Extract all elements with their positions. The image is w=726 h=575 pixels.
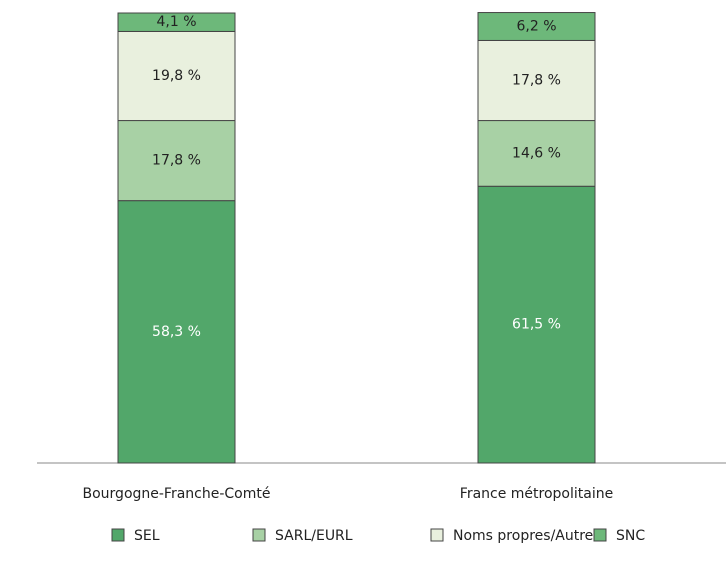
x-tick-label: France métropolitaine — [460, 486, 613, 502]
legend-swatch — [593, 528, 607, 542]
data-label: 6,2 % — [516, 19, 556, 35]
legend-swatch — [252, 528, 266, 542]
legend-label: SNC — [616, 528, 645, 544]
data-label: 14,6 % — [512, 145, 561, 161]
data-label: 17,8 % — [512, 73, 561, 89]
x-tick-label: Bourgogne-Franche-Comté — [83, 486, 271, 502]
bar-segment — [117, 12, 236, 32]
data-label: 19,8 % — [152, 68, 201, 84]
data-label: 58,3 % — [152, 324, 201, 340]
bar-segment — [477, 12, 596, 41]
legend-swatch — [430, 528, 444, 542]
legend-label: SARL/EURL — [275, 528, 353, 544]
bar-segment — [117, 200, 236, 464]
data-label: 17,8 % — [152, 153, 201, 169]
bar-segment — [477, 39, 596, 122]
data-label: 61,5 % — [512, 317, 561, 333]
legend-label: Noms propres/Autres — [453, 528, 601, 544]
bar-segment — [477, 120, 596, 187]
legend-swatch — [111, 528, 125, 542]
data-label: 4,1 % — [156, 14, 196, 30]
bar-segment — [117, 120, 236, 202]
legend-label: SEL — [134, 528, 160, 544]
bar-segment — [477, 185, 596, 464]
